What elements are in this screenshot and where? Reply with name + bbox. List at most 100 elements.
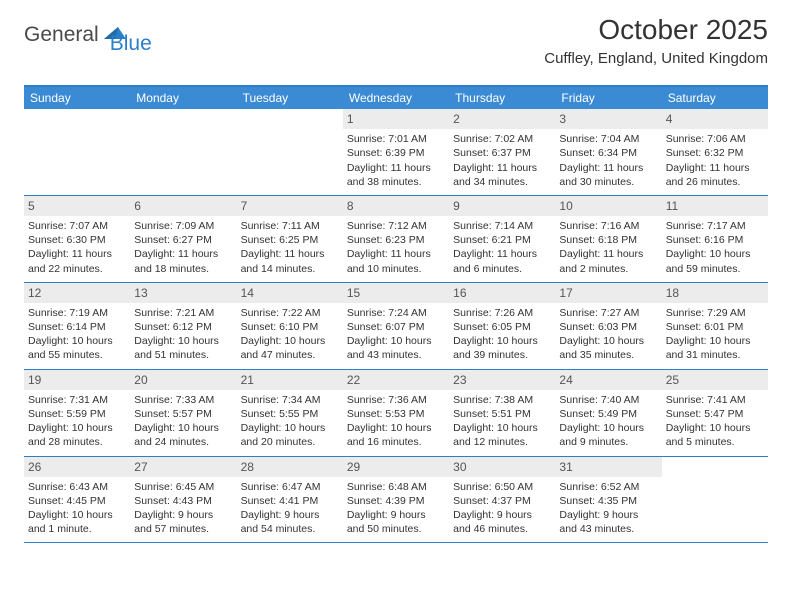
day-number: 30 [449, 457, 555, 477]
day-number: 12 [24, 283, 130, 303]
day-cell [662, 457, 768, 543]
week-row: 1 Sunrise: 7:01 AMSunset: 6:39 PMDaylight… [24, 109, 768, 196]
day-cell: 25Sunrise: 7:41 AMSunset: 5:47 PMDayligh… [662, 370, 768, 456]
day-cell [237, 109, 343, 195]
logo: General Blue [24, 14, 152, 56]
day-number: 22 [343, 370, 449, 390]
day-cell [130, 109, 236, 195]
day-info: Sunrise: 7:11 AMSunset: 6:25 PMDaylight:… [241, 219, 339, 276]
day-number [24, 109, 130, 129]
day-cell: 16 Sunrise: 7:26 AMSunset: 6:05 PMDayligh… [449, 283, 555, 369]
week-row: 26 Sunrise: 6:43 AMSunset: 4:45 PMDayligh… [24, 457, 768, 544]
weekday-header-row: SundayMondayTuesdayWednesdayThursdayFrid… [24, 87, 768, 109]
week-row: 12 Sunrise: 7:19 AMSunset: 6:14 PMDayligh… [24, 283, 768, 370]
day-cell: 2 Sunrise: 7:02 AMSunset: 6:37 PMDaylight… [449, 109, 555, 195]
day-number [237, 109, 343, 129]
day-cell: 13Sunrise: 7:21 AMSunset: 6:12 PMDayligh… [130, 283, 236, 369]
day-number: 16 [449, 283, 555, 303]
weekday-header: Saturday [662, 87, 768, 109]
day-number: 27 [130, 457, 236, 477]
day-number: 26 [24, 457, 130, 477]
day-number: 15 [343, 283, 449, 303]
day-cell: 21 Sunrise: 7:34 AMSunset: 5:55 PMDayligh… [237, 370, 343, 456]
day-cell: 27 Sunrise: 6:45 AMSunset: 4:43 PMDayligh… [130, 457, 236, 543]
weekday-header: Thursday [449, 87, 555, 109]
day-number: 11 [662, 196, 768, 216]
day-info: Sunrise: 7:17 AMSunset: 6:16 PMDaylight:… [666, 219, 764, 276]
day-info: Sunrise: 7:31 AMSunset: 5:59 PMDaylight:… [28, 393, 126, 450]
day-info: Sunrise: 7:21 AMSunset: 6:12 PMDaylight:… [134, 306, 232, 363]
weekday-header: Tuesday [237, 87, 343, 109]
logo-text-blue: Blue [110, 32, 152, 56]
day-number: 29 [343, 457, 449, 477]
day-info: Sunrise: 7:14 AMSunset: 6:21 PMDaylight:… [453, 219, 551, 276]
day-info: Sunrise: 7:33 AMSunset: 5:57 PMDaylight:… [134, 393, 232, 450]
day-info: Sunrise: 7:22 AMSunset: 6:10 PMDaylight:… [241, 306, 339, 363]
day-cell: 30 Sunrise: 6:50 AMSunset: 4:37 PMDayligh… [449, 457, 555, 543]
day-number: 23 [449, 370, 555, 390]
day-number: 7 [237, 196, 343, 216]
header: General Blue October 2025 Cuffley, Engla… [0, 0, 792, 75]
day-number: 10 [555, 196, 661, 216]
day-cell: 4Sunrise: 7:06 AMSunset: 6:32 PMDaylight… [662, 109, 768, 195]
day-info: Sunrise: 6:47 AMSunset: 4:41 PMDaylight:… [241, 480, 339, 537]
day-info: Sunrise: 6:45 AMSunset: 4:43 PMDaylight:… [134, 480, 232, 537]
day-cell: 23 Sunrise: 7:38 AMSunset: 5:51 PMDayligh… [449, 370, 555, 456]
day-number: 8 [343, 196, 449, 216]
day-info: Sunrise: 7:04 AMSunset: 6:34 PMDaylight:… [559, 132, 657, 189]
day-number: 5 [24, 196, 130, 216]
day-info: Sunrise: 7:01 AMSunset: 6:39 PMDaylight:… [347, 132, 445, 189]
day-cell: 24Sunrise: 7:40 AMSunset: 5:49 PMDayligh… [555, 370, 661, 456]
day-info: Sunrise: 7:29 AMSunset: 6:01 PMDaylight:… [666, 306, 764, 363]
month-title: October 2025 [544, 14, 768, 46]
day-number: 2 [449, 109, 555, 129]
day-cell: 31 Sunrise: 6:52 AMSunset: 4:35 PMDayligh… [555, 457, 661, 543]
week-row: 5Sunrise: 7:07 AMSunset: 6:30 PMDaylight… [24, 196, 768, 283]
day-cell: 11 Sunrise: 7:17 AMSunset: 6:16 PMDayligh… [662, 196, 768, 282]
weekday-header: Friday [555, 87, 661, 109]
day-info: Sunrise: 7:19 AMSunset: 6:14 PMDaylight:… [28, 306, 126, 363]
day-cell: 18 Sunrise: 7:29 AMSunset: 6:01 PMDayligh… [662, 283, 768, 369]
day-cell: 6 Sunrise: 7:09 AMSunset: 6:27 PMDaylight… [130, 196, 236, 282]
day-info: Sunrise: 7:06 AMSunset: 6:32 PMDaylight:… [666, 132, 764, 189]
day-info: Sunrise: 7:27 AMSunset: 6:03 PMDaylight:… [559, 306, 657, 363]
day-info: Sunrise: 7:24 AMSunset: 6:07 PMDaylight:… [347, 306, 445, 363]
day-info: Sunrise: 7:38 AMSunset: 5:51 PMDaylight:… [453, 393, 551, 450]
day-info: Sunrise: 6:50 AMSunset: 4:37 PMDaylight:… [453, 480, 551, 537]
logo-text-general: General [24, 23, 99, 47]
day-info: Sunrise: 6:48 AMSunset: 4:39 PMDaylight:… [347, 480, 445, 537]
day-info: Sunrise: 7:41 AMSunset: 5:47 PMDaylight:… [666, 393, 764, 450]
day-info: Sunrise: 6:52 AMSunset: 4:35 PMDaylight:… [559, 480, 657, 537]
day-number: 17 [555, 283, 661, 303]
day-number: 19 [24, 370, 130, 390]
day-number: 1 [343, 109, 449, 129]
day-cell: 14Sunrise: 7:22 AMSunset: 6:10 PMDayligh… [237, 283, 343, 369]
day-number: 3 [555, 109, 661, 129]
day-info: Sunrise: 7:26 AMSunset: 6:05 PMDaylight:… [453, 306, 551, 363]
day-cell: 12 Sunrise: 7:19 AMSunset: 6:14 PMDayligh… [24, 283, 130, 369]
day-info: Sunrise: 7:36 AMSunset: 5:53 PMDaylight:… [347, 393, 445, 450]
day-cell: 20Sunrise: 7:33 AMSunset: 5:57 PMDayligh… [130, 370, 236, 456]
title-block: October 2025 Cuffley, England, United Ki… [544, 14, 768, 67]
day-info: Sunrise: 7:09 AMSunset: 6:27 PMDaylight:… [134, 219, 232, 276]
weekday-header: Wednesday [343, 87, 449, 109]
day-number: 31 [555, 457, 661, 477]
day-number: 21 [237, 370, 343, 390]
day-cell: 1 Sunrise: 7:01 AMSunset: 6:39 PMDaylight… [343, 109, 449, 195]
day-cell: 26 Sunrise: 6:43 AMSunset: 4:45 PMDayligh… [24, 457, 130, 543]
day-number [130, 109, 236, 129]
day-info: Sunrise: 7:34 AMSunset: 5:55 PMDaylight:… [241, 393, 339, 450]
day-cell: 19 Sunrise: 7:31 AMSunset: 5:59 PMDayligh… [24, 370, 130, 456]
weeks-container: 1 Sunrise: 7:01 AMSunset: 6:39 PMDaylight… [24, 109, 768, 543]
week-row: 19 Sunrise: 7:31 AMSunset: 5:59 PMDayligh… [24, 370, 768, 457]
weekday-header: Sunday [24, 87, 130, 109]
day-cell: 17 Sunrise: 7:27 AMSunset: 6:03 PMDayligh… [555, 283, 661, 369]
day-number: 6 [130, 196, 236, 216]
day-info: Sunrise: 7:02 AMSunset: 6:37 PMDaylight:… [453, 132, 551, 189]
day-info: Sunrise: 6:43 AMSunset: 4:45 PMDaylight:… [28, 480, 126, 537]
day-number: 18 [662, 283, 768, 303]
day-number: 24 [555, 370, 661, 390]
day-number: 9 [449, 196, 555, 216]
weekday-header: Monday [130, 87, 236, 109]
day-info: Sunrise: 7:16 AMSunset: 6:18 PMDaylight:… [559, 219, 657, 276]
